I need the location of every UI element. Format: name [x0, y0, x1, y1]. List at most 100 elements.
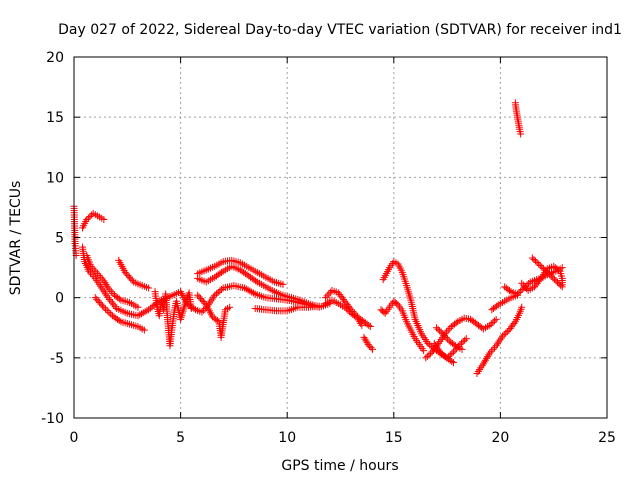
- data-point: [195, 293, 203, 301]
- data-point: [448, 357, 456, 365]
- data-point: [100, 277, 108, 285]
- data-point: [356, 318, 364, 326]
- data-point: [500, 331, 508, 339]
- data-point: [491, 344, 499, 352]
- data-point: [89, 264, 97, 272]
- data-point: [115, 317, 123, 325]
- data-point: [121, 268, 129, 276]
- data-point: [198, 296, 206, 304]
- data-point: [364, 341, 372, 349]
- data-point: [513, 290, 521, 298]
- data-points: [70, 99, 566, 377]
- data-point: [84, 214, 92, 222]
- data-point: [486, 349, 494, 357]
- data-point: [140, 326, 148, 334]
- data-point: [557, 281, 565, 289]
- data-point: [449, 359, 457, 367]
- data-point: [216, 287, 224, 295]
- data-point: [249, 289, 257, 297]
- data-point: [355, 316, 363, 324]
- data-point: [479, 360, 487, 368]
- data-point: [558, 283, 566, 291]
- data-point: [361, 335, 369, 343]
- data-point: [83, 215, 91, 223]
- data-point: [241, 284, 249, 292]
- data-point: [143, 307, 151, 315]
- data-point: [434, 325, 442, 333]
- data-point: [103, 307, 111, 315]
- data-point: [96, 298, 104, 306]
- data-point: [342, 305, 350, 313]
- data-point: [535, 260, 543, 268]
- data-point: [558, 264, 566, 272]
- data-point: [525, 280, 533, 288]
- data-point: [252, 277, 260, 285]
- data-point: [106, 286, 114, 294]
- data-point: [368, 345, 376, 353]
- chart-title: Day 027 of 2022, Sidereal Day-to-day VTE…: [58, 22, 622, 38]
- data-point: [357, 320, 365, 328]
- data-point: [432, 324, 440, 332]
- y-tick-label: 15: [46, 110, 64, 126]
- data-point: [544, 269, 552, 277]
- data-point: [518, 279, 526, 287]
- y-tick-label: 10: [46, 170, 64, 186]
- data-point: [423, 352, 431, 360]
- data-point: [211, 291, 219, 299]
- data-point: [489, 345, 497, 353]
- data-point: [200, 306, 208, 314]
- data-point: [218, 268, 226, 276]
- data-point: [136, 311, 144, 319]
- data-point: [344, 306, 352, 314]
- data-point: [93, 295, 101, 303]
- data-point: [108, 299, 116, 307]
- data-point: [533, 259, 541, 267]
- data-point: [139, 309, 147, 317]
- data-point: [145, 306, 153, 314]
- data-point: [244, 286, 252, 294]
- data-point: [487, 347, 495, 355]
- data-point: [341, 303, 349, 311]
- data-point: [134, 312, 142, 320]
- data-point: [546, 271, 554, 279]
- x-tick-label: 10: [278, 430, 296, 446]
- data-point: [427, 349, 435, 357]
- data-point: [101, 279, 109, 287]
- data-point: [505, 286, 513, 294]
- data-point: [458, 345, 466, 353]
- data-point: [196, 294, 204, 302]
- axis-ticks: 0 5 10 15 20 25 -10 -5 0 5 10 15 20: [41, 50, 616, 446]
- data-point: [88, 271, 96, 279]
- data-point: [90, 273, 98, 281]
- data-point: [450, 341, 458, 349]
- data-point: [146, 304, 154, 312]
- data-point: [446, 324, 454, 332]
- data-point: [354, 314, 362, 322]
- data-point: [111, 303, 119, 311]
- data-point: [128, 276, 136, 284]
- data-point: [91, 294, 99, 302]
- data-point: [134, 303, 142, 311]
- data-point: [536, 262, 544, 270]
- data-point: [444, 326, 452, 334]
- data-point: [187, 304, 195, 312]
- data-point: [322, 294, 330, 302]
- data-point: [138, 310, 146, 318]
- data-point: [104, 284, 112, 292]
- data-point: [543, 268, 551, 276]
- data-point: [86, 212, 94, 220]
- data-point: [517, 130, 525, 138]
- data-point: [487, 320, 495, 328]
- data-point: [95, 271, 103, 279]
- data-point: [493, 302, 501, 310]
- data-point: [109, 289, 117, 297]
- data-point: [539, 265, 547, 273]
- data-point: [107, 288, 115, 296]
- data-point: [141, 308, 149, 316]
- x-axis-label: GPS time / hours: [281, 458, 398, 474]
- data-point: [517, 287, 525, 295]
- data-point: [124, 272, 132, 280]
- data-point: [484, 353, 492, 361]
- data-point: [106, 295, 114, 303]
- data-point: [242, 285, 250, 293]
